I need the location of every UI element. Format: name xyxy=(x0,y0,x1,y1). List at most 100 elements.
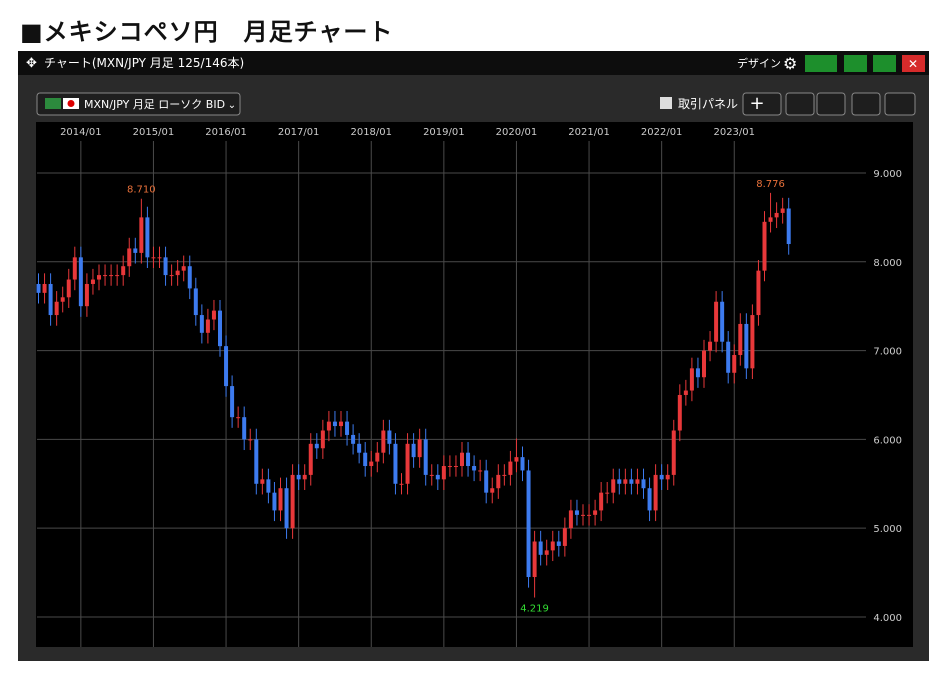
title-bar xyxy=(18,51,929,75)
candle-body xyxy=(738,323,743,356)
candle-body xyxy=(187,266,192,289)
candle-body xyxy=(320,430,325,449)
candle-body xyxy=(677,394,682,431)
candle-body xyxy=(708,341,713,351)
candle-body xyxy=(163,257,168,276)
color-button[interactable] xyxy=(805,55,837,72)
candle-body xyxy=(115,275,120,277)
panel-checkbox[interactable] xyxy=(660,97,672,109)
candle-body xyxy=(568,510,573,529)
extreme-label: 8.776 xyxy=(756,179,785,190)
page-title: ■メキシコペソ円 月足チャート xyxy=(20,18,394,46)
candle-body xyxy=(151,257,156,259)
x-tick-label: 2020/01 xyxy=(496,127,538,138)
candle-body xyxy=(641,479,646,489)
settings-icon[interactable]: ⚙ xyxy=(783,54,797,73)
candle-body xyxy=(695,368,700,378)
move-icon[interactable]: ✥ xyxy=(26,56,37,71)
candle-body xyxy=(744,323,749,369)
candle-body xyxy=(169,275,174,277)
candle-body xyxy=(429,474,434,476)
maximize-button[interactable] xyxy=(873,55,896,72)
candle-body xyxy=(308,443,313,475)
x-tick-label: 2022/01 xyxy=(641,127,683,138)
candle-body xyxy=(447,466,452,468)
candle-body xyxy=(635,479,640,484)
y-tick-label: 6.000 xyxy=(873,435,902,446)
symbol-select[interactable] xyxy=(36,92,241,116)
candle-body xyxy=(460,452,464,467)
zoom-out-button[interactable] xyxy=(816,92,846,116)
candle-body xyxy=(254,439,259,484)
draw-button[interactable] xyxy=(851,92,881,116)
candle-body xyxy=(139,217,144,253)
add-icon: + xyxy=(749,93,764,114)
candle-body xyxy=(490,488,495,493)
candle-body xyxy=(550,541,555,551)
candle-body xyxy=(84,283,89,307)
candle-body xyxy=(653,474,658,511)
candle-body xyxy=(405,443,410,484)
zoom-in-button[interactable] xyxy=(785,92,815,116)
candle-body xyxy=(272,492,277,511)
plot: 4.000 5.000 6.000 7.000 8.000 9.000 2014/01 201… xyxy=(36,127,902,647)
candle-body xyxy=(520,457,525,471)
y-tick-label: 5.000 xyxy=(873,524,902,535)
candle-body xyxy=(647,488,652,511)
candle-body xyxy=(514,457,519,462)
candle-body xyxy=(363,452,368,467)
candle-body xyxy=(284,488,289,529)
candle-body xyxy=(453,466,458,468)
close-button[interactable] xyxy=(902,55,925,72)
x-tick-label: 2017/01 xyxy=(278,127,320,138)
candle-body xyxy=(714,301,719,342)
candle-body xyxy=(756,270,761,316)
candle-body xyxy=(574,510,579,515)
candle-body xyxy=(199,315,204,333)
candle-body xyxy=(750,315,755,369)
candle-body xyxy=(205,319,210,333)
candle-body xyxy=(611,479,616,493)
candle-body xyxy=(581,514,585,516)
candle-body xyxy=(109,275,114,277)
candle-body xyxy=(54,301,59,316)
candle-body xyxy=(762,221,767,271)
candle-body xyxy=(732,355,737,373)
candle-body xyxy=(290,474,295,529)
candle-body xyxy=(224,346,229,387)
candle-body xyxy=(266,479,271,493)
candle-body xyxy=(702,350,706,378)
candle-body xyxy=(665,474,670,480)
candle-body xyxy=(689,368,694,391)
candle-body xyxy=(314,443,319,449)
candle-body xyxy=(48,283,53,316)
candle-body xyxy=(127,248,132,267)
candle-body xyxy=(562,528,567,546)
minimize-button[interactable] xyxy=(844,55,867,72)
candle-body xyxy=(629,479,634,484)
candle-body xyxy=(423,439,428,475)
candle-body xyxy=(60,297,65,302)
plot-area xyxy=(36,122,913,647)
candle-body xyxy=(726,341,731,373)
candle-body xyxy=(556,541,561,546)
extreme-label: 4.219 xyxy=(520,604,549,615)
candle-body xyxy=(157,257,162,259)
candle-body xyxy=(72,257,77,280)
y-tick-label: 7.000 xyxy=(873,347,902,358)
candle-body xyxy=(230,386,235,418)
y-tick-label: 9.000 xyxy=(873,169,902,180)
window-title: チャート(MXN/JPY 月足 125/146本) xyxy=(44,56,244,70)
candle-body xyxy=(587,514,592,516)
candle-body xyxy=(345,421,350,435)
indicator-button[interactable] xyxy=(884,92,916,116)
candle-body xyxy=(375,452,380,462)
y-tick-label: 8.000 xyxy=(873,258,902,269)
candle-body xyxy=(103,275,108,277)
close-icon: ✕ xyxy=(908,57,918,71)
design-button[interactable]: デザイン xyxy=(737,56,781,70)
candle-body xyxy=(544,550,549,555)
add-button[interactable] xyxy=(742,92,782,116)
y-tick-label: 4.000 xyxy=(873,613,902,624)
